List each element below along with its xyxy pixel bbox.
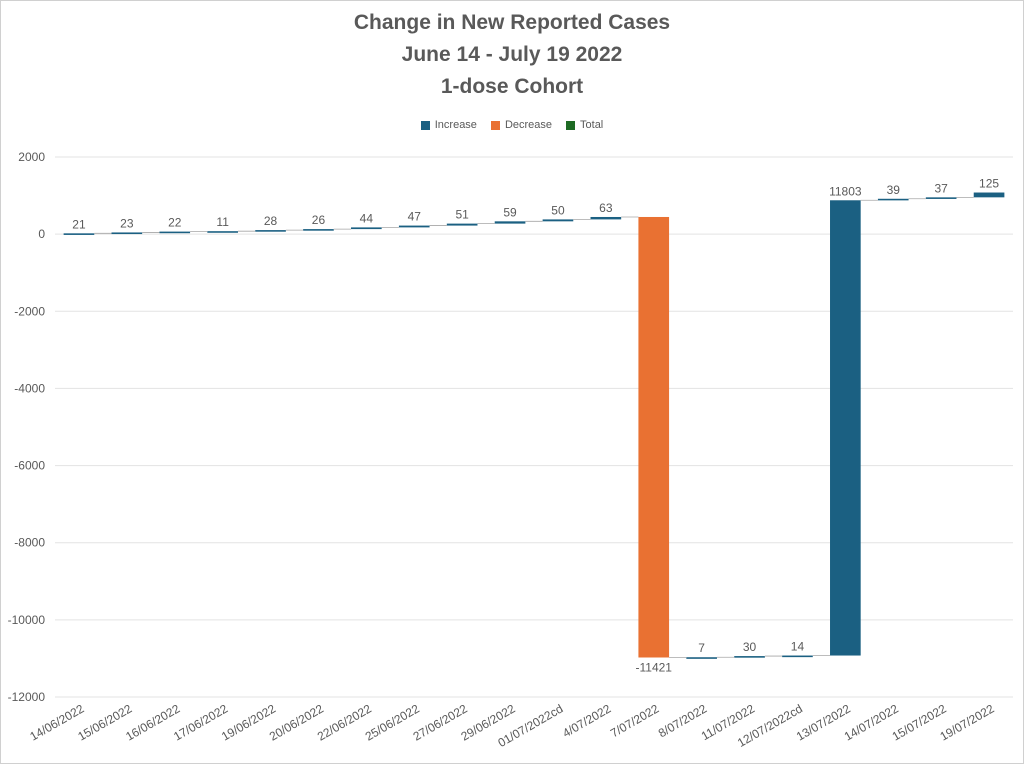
chart-title-line-3: 1-dose Cohort [440, 75, 584, 98]
bar-14/06/2022 [63, 233, 95, 235]
data-label-16: 11803 [829, 184, 862, 198]
bar-14/07/2022 [877, 198, 909, 201]
data-label-9: 59 [503, 205, 517, 219]
data-label-1: 23 [120, 216, 134, 230]
bar-13/07/2022 [830, 200, 861, 656]
bar-4/07/2022 [590, 216, 622, 220]
data-label-8: 51 [455, 208, 469, 222]
y-tick-label-4: -6000 [14, 459, 45, 473]
bar-20/06/2022 [303, 229, 334, 231]
x-tick-label-12: 7/07/2022 [608, 701, 662, 740]
data-label-3: 11 [216, 215, 229, 229]
data-label-12: -11421 [636, 661, 673, 675]
data-label-7: 47 [408, 210, 422, 224]
bar-17/06/2022 [207, 231, 238, 233]
data-label-2: 22 [168, 216, 182, 230]
data-label-14: 30 [743, 640, 757, 654]
x-tick-label-19: 19/07/2022 [938, 701, 997, 743]
bar-11/07/2022 [734, 656, 765, 658]
data-label-11: 63 [599, 201, 613, 215]
y-tick-label-5: -8000 [14, 536, 45, 550]
bar-7/07/2022 [638, 216, 670, 658]
data-label-5: 26 [312, 213, 326, 227]
bar-29/06/2022 [494, 221, 526, 224]
bar-19/07/2022 [973, 192, 1005, 198]
y-tick-label-0: 2000 [18, 150, 45, 164]
legend-label-decrease: Decrease [504, 119, 553, 131]
y-tick-label-7: -12000 [8, 690, 46, 704]
legend-swatch-increase [420, 120, 430, 130]
x-tick-label-11: 4/07/2022 [560, 701, 614, 740]
legend-label-total: Total [580, 119, 604, 131]
y-tick-label-1: 0 [38, 227, 45, 241]
legend-item-total: Total [566, 119, 603, 131]
bar-15/07/2022 [925, 197, 957, 199]
chart-title-line-2: June 14 - July 19 2022 [401, 43, 623, 66]
data-label-13: 7 [698, 641, 705, 655]
legend-item-decrease: Decrease [490, 119, 553, 131]
data-label-15: 14 [791, 640, 805, 654]
chart-legend: Increase Decrease Total [1, 119, 1023, 131]
chart-title-line-1: Change in New Reported Cases [353, 11, 671, 34]
data-label-10: 50 [551, 203, 565, 217]
legend-swatch-decrease [490, 120, 500, 130]
bar-16/06/2022 [159, 231, 191, 234]
legend-swatch-total [566, 120, 576, 130]
bar-15/06/2022 [111, 232, 143, 235]
data-label-19: 125 [979, 177, 999, 191]
y-tick-label-3: -4000 [14, 381, 45, 395]
data-label-18: 37 [934, 181, 948, 195]
bar-12/07/2022cd [782, 655, 813, 658]
y-tick-label-2: -2000 [14, 304, 45, 318]
bar-27/06/2022 [446, 223, 478, 226]
bar-01/07/2022cd [542, 219, 574, 222]
data-label-17: 39 [887, 183, 901, 197]
bar-19/06/2022 [255, 230, 286, 232]
bar-22/06/2022 [351, 227, 382, 230]
legend-item-increase: Increase [420, 119, 477, 131]
data-label-6: 44 [360, 211, 374, 225]
legend-label-increase: Increase [434, 119, 477, 131]
y-tick-label-6: -10000 [8, 613, 46, 627]
data-label-4: 28 [264, 214, 278, 228]
data-label-0: 21 [72, 217, 86, 231]
bar-25/06/2022 [398, 225, 430, 228]
bar-8/07/2022 [686, 657, 717, 659]
